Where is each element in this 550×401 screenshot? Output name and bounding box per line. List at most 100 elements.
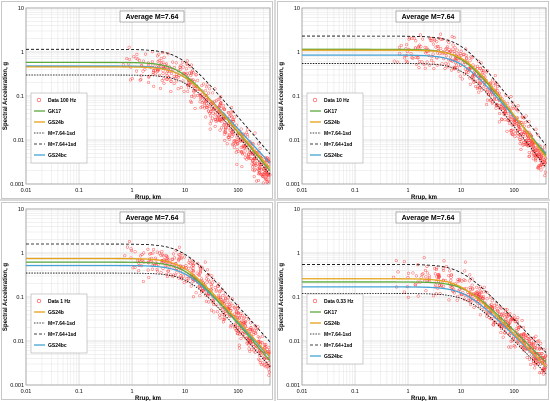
data-point (478, 81, 482, 85)
data-point (211, 301, 215, 305)
data-points (392, 32, 548, 178)
data-point (203, 260, 207, 264)
data-point (231, 129, 235, 133)
data-point (143, 67, 147, 71)
chart-title: Average M=7.64 (126, 14, 179, 21)
data-point (500, 327, 504, 331)
data-points (123, 239, 272, 377)
data-point (218, 316, 222, 320)
data-point (198, 294, 202, 298)
legend-label: GS24b (324, 120, 340, 126)
title-box (395, 10, 461, 23)
data-point (198, 285, 202, 289)
data-point (463, 62, 467, 66)
data-point (478, 81, 482, 85)
data-point (200, 277, 204, 281)
data-point (532, 149, 536, 153)
data-point (216, 284, 220, 288)
data-point (176, 75, 180, 79)
data-point (468, 285, 472, 290)
data-point (544, 353, 548, 357)
data-point (235, 312, 239, 316)
data-point (176, 87, 180, 91)
data-point (507, 118, 511, 122)
data-point (449, 275, 453, 280)
data-point (186, 89, 190, 94)
data-point (160, 78, 164, 83)
data-point (215, 117, 219, 121)
data-point (152, 69, 156, 73)
data-point (532, 362, 536, 366)
data-point (519, 148, 523, 152)
legend-label: Data 100 Hz (48, 98, 77, 104)
data-point (503, 110, 508, 114)
chart-panel-033hz: 0.01 0.1 1 10 100 0.001 0.01 0.1 1 10 Rrup, km Spec… (277, 202, 549, 401)
data-point (455, 48, 459, 52)
data-point (518, 142, 522, 146)
data-point (147, 276, 151, 280)
legend-label: Data 0.33 Hz (324, 299, 354, 305)
data-point (525, 339, 529, 343)
legend-label: GS24bc (48, 153, 67, 159)
data-point (192, 93, 196, 97)
data-point (151, 251, 155, 255)
data-point (162, 55, 166, 59)
data-point (471, 287, 475, 291)
data-point (425, 60, 429, 64)
data-point (207, 273, 211, 277)
data-point (267, 370, 271, 374)
data-point (219, 297, 223, 301)
data-point (237, 343, 241, 347)
data-point (492, 320, 496, 324)
data-point (199, 286, 203, 290)
data-point (245, 315, 249, 319)
data-point (253, 168, 257, 172)
data-point (203, 106, 207, 110)
data-point (423, 268, 427, 273)
data-point (211, 107, 215, 111)
data-point (232, 145, 236, 149)
data-point (209, 119, 213, 123)
data-point (223, 138, 227, 142)
data-point (137, 269, 141, 273)
data-point (511, 105, 515, 109)
data-point (134, 69, 139, 73)
data-point (534, 159, 538, 163)
data-point (224, 296, 228, 300)
x-tick-label: 100 (509, 389, 518, 395)
data-point (432, 67, 436, 71)
data-point (221, 117, 225, 121)
data-point (257, 340, 261, 344)
data-point (461, 53, 465, 57)
data-point (451, 43, 455, 47)
data-point (505, 308, 509, 312)
data-point (406, 271, 411, 275)
data-point (478, 295, 482, 299)
x-tick-label: 10 (458, 389, 464, 395)
data-point (412, 37, 416, 41)
data-point (490, 78, 494, 82)
data-point (523, 134, 527, 138)
data-point (407, 37, 411, 41)
data-point (268, 173, 272, 177)
data-point (257, 142, 261, 146)
data-point (214, 289, 218, 293)
data-point (235, 148, 239, 152)
y-tick-label: 0.001 (10, 383, 24, 389)
data-point (204, 115, 208, 119)
data-point (522, 348, 526, 352)
data-point (411, 56, 415, 60)
data-point (528, 340, 532, 344)
data-point (527, 154, 531, 158)
data-point (245, 341, 249, 345)
data-point (417, 44, 421, 48)
data-point (177, 245, 182, 249)
data-point (204, 277, 208, 281)
data-point (508, 114, 512, 118)
data-point (133, 266, 137, 270)
data-point (236, 332, 240, 336)
data-point (185, 276, 189, 280)
data-point (429, 37, 433, 41)
x-tick-label: 0.01 (297, 188, 308, 194)
